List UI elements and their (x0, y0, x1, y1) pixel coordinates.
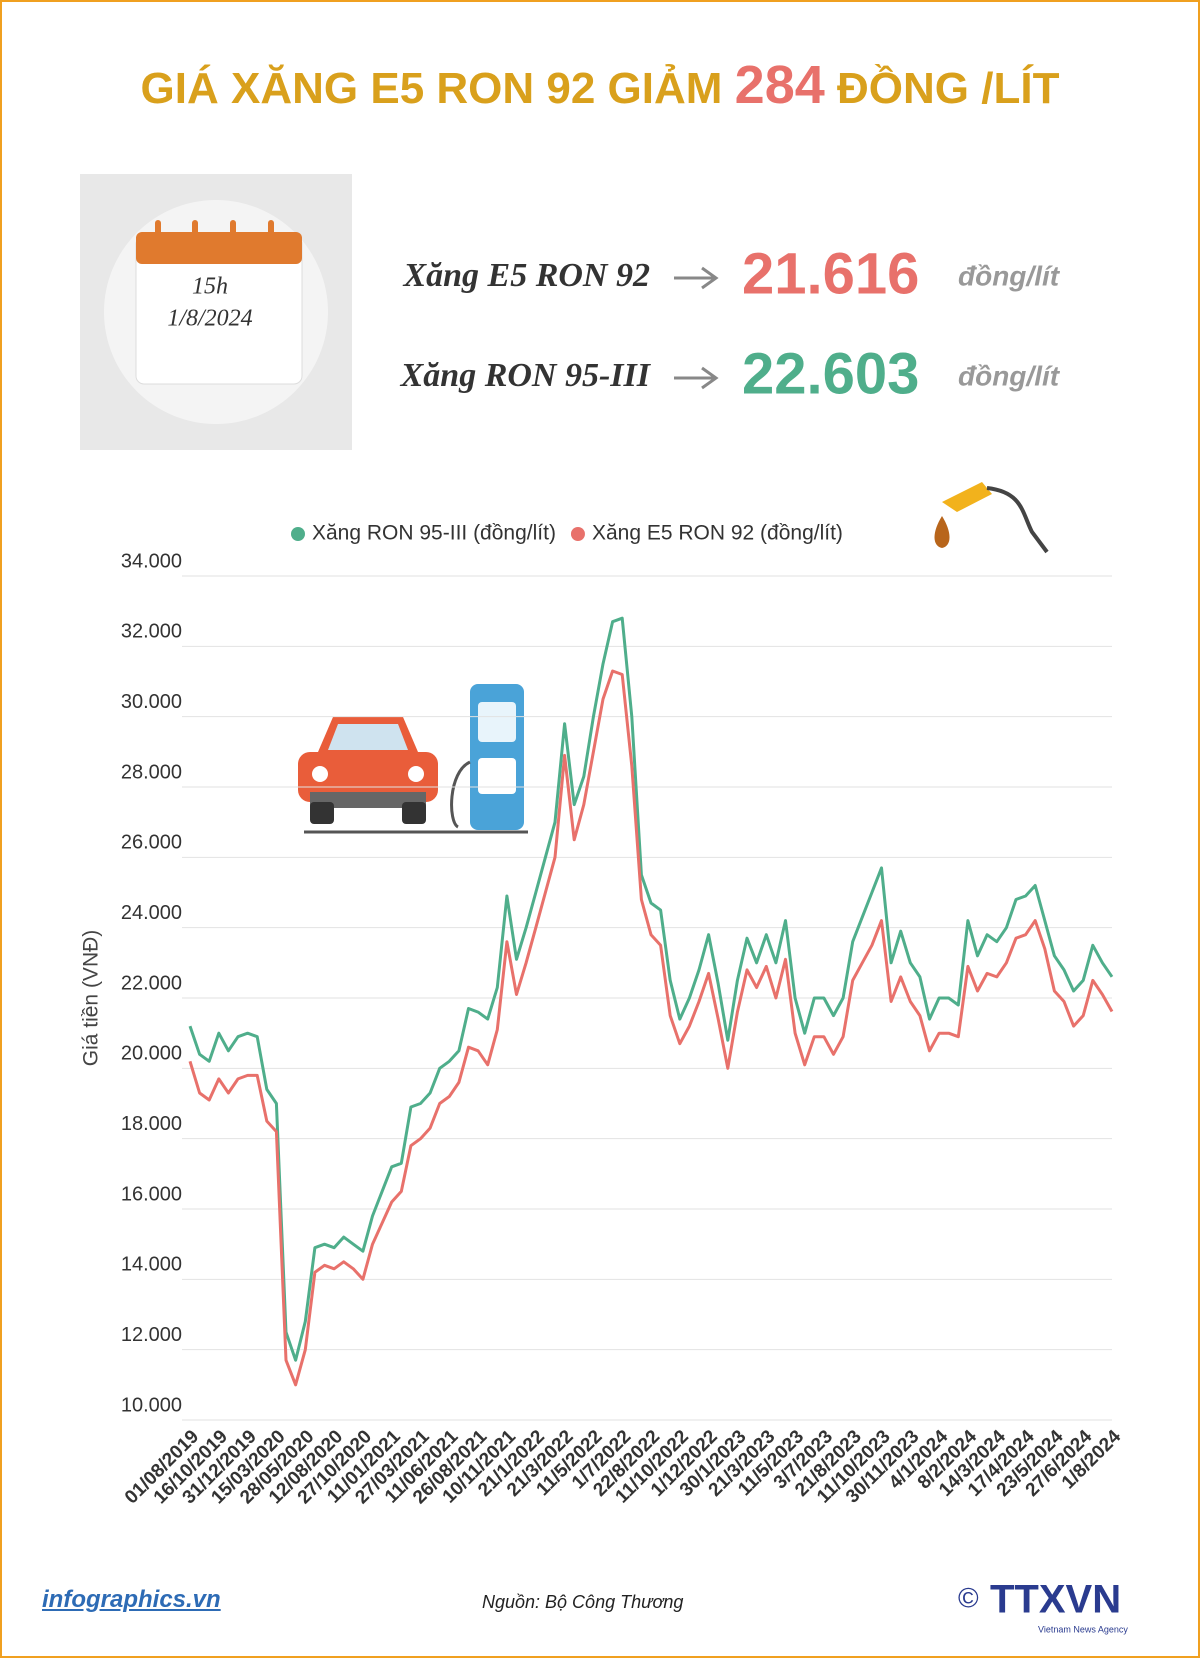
calendar-date: 1/8/2024 (167, 306, 252, 332)
agency-logo: © TTXVN Vietnam News Agency (958, 1578, 1128, 1635)
agency-sub: Vietnam News Agency (1038, 1624, 1128, 1634)
y-tick-label: 30.000 (121, 691, 182, 713)
fuel-unit: đồng/lít (958, 360, 1061, 391)
arrow (674, 366, 719, 390)
copyright: © (958, 1582, 979, 1613)
y-tick-label: 28.000 (121, 761, 182, 783)
fuel-name: Xăng E5 RON 92 (402, 257, 650, 294)
agency: TTXVN (990, 1578, 1121, 1622)
fuel-name: Xăng RON 95-III (400, 357, 652, 394)
footer-site[interactable]: infographics.vn (42, 1586, 221, 1613)
fuel-unit: đồng/lít (958, 260, 1061, 291)
fuel-price: 22.603 (742, 341, 919, 406)
legend-marker (291, 527, 305, 541)
y-axis-label: Giá tiền (VNĐ) (80, 930, 103, 1067)
y-tick-label: 10.000 (121, 1394, 182, 1416)
y-tick-label: 20.000 (121, 1043, 182, 1065)
arrow (674, 266, 719, 290)
y-tick-label: 26.000 (121, 832, 182, 854)
fuel-nozzle-icon (934, 482, 1049, 554)
fuel-price: 21.616 (742, 241, 919, 306)
calendar-icon: 15h 1/8/2024 (104, 200, 328, 424)
y-tick-label: 12.000 (121, 1324, 182, 1346)
legend-marker (570, 527, 585, 541)
y-tick-label: 24.000 (121, 902, 182, 924)
footer-source: Nguồn: Bộ Công Thương (482, 1592, 684, 1612)
title-end: ĐỒNG /LÍT (837, 64, 1060, 113)
title-number: 284 (734, 55, 825, 115)
calendar-rings (155, 220, 274, 242)
title-start: GIÁ XĂNG E5 RON 92 GIẢM (140, 64, 723, 113)
calendar-band (136, 232, 302, 264)
chart: 10.000 12.000 14.000 16.000 18.000 20.000 22.0… (80, 482, 1125, 1508)
y-tick-label: 14.000 (121, 1254, 182, 1276)
y-tick-label: 18.000 (121, 1113, 182, 1135)
legend-label: Xăng RON 95-III (đồng/lít) (312, 522, 556, 545)
y-tick-label: 32.000 (121, 621, 182, 643)
legend-label: Xăng E5 RON 92 (đồng/lít) (592, 522, 843, 545)
series-line (188, 616, 1114, 1362)
series-line (188, 669, 1114, 1387)
calendar-panel: 15h 1/8/2024 (80, 174, 352, 450)
y-tick-label: 22.000 (121, 972, 182, 994)
calendar-time: 15h (192, 274, 228, 300)
price-list: Xăng E5 RON 92 21.616 đồng/lít Xăng RON 95-… (400, 241, 1061, 406)
y-tick-label: 16.000 (121, 1183, 182, 1205)
y-tick-label: 34.000 (121, 550, 182, 572)
car-illustration (298, 684, 528, 834)
title: GIÁ XĂNG E5 RON 92 GIẢM 284 ĐỒNG /LÍT (2, 54, 1198, 116)
